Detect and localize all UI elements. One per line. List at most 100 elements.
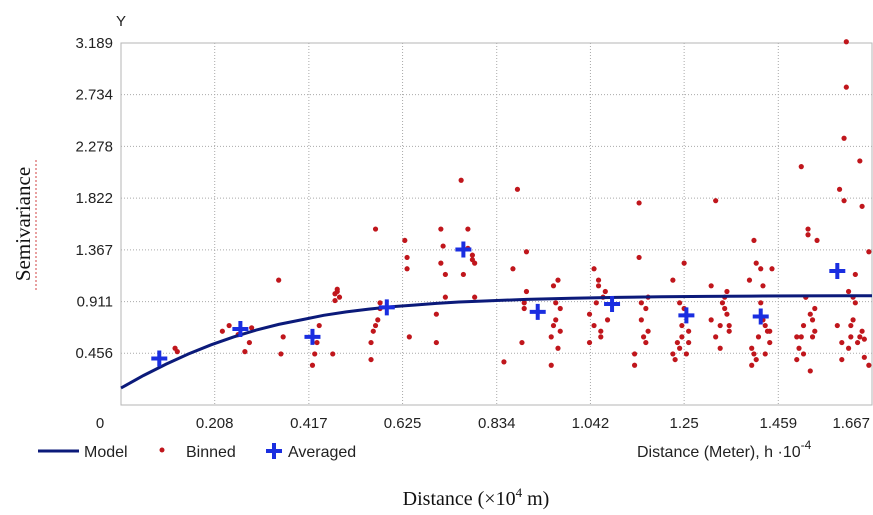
- y-tick-label: 2.734: [75, 87, 113, 104]
- binned-point: [672, 356, 678, 363]
- binned-point: [836, 186, 843, 192]
- binned-point: [602, 288, 608, 295]
- binned-point: [595, 277, 602, 283]
- binned-point: [794, 334, 800, 340]
- binned-point: [713, 334, 719, 340]
- binned-point: [848, 322, 854, 329]
- binned-point: [866, 249, 872, 255]
- binned-point: [841, 198, 847, 204]
- binned-point: [442, 271, 448, 278]
- binned-point: [717, 345, 723, 351]
- legend-label-model: Model: [84, 444, 128, 461]
- binned-point: [523, 249, 530, 255]
- binned-point: [857, 158, 863, 164]
- binned-point: [751, 237, 757, 244]
- x-tick-label: 0.208: [196, 415, 234, 432]
- binned-point: [631, 351, 638, 357]
- binned-point: [686, 339, 692, 346]
- averaged-point: [378, 299, 395, 316]
- x-tick-label: 0.417: [290, 415, 328, 432]
- binned-point: [796, 345, 802, 351]
- binned-point: [677, 300, 683, 306]
- binned-point: [800, 351, 807, 357]
- x-tick-label: 1.459: [760, 415, 798, 432]
- binned-point: [679, 322, 685, 329]
- binned-points: [172, 39, 872, 374]
- binned-point: [679, 334, 685, 340]
- binned-point: [719, 300, 726, 306]
- binned-point: [314, 339, 320, 346]
- averaged-point: [829, 263, 846, 280]
- y-tick-label: 1.822: [75, 190, 113, 207]
- averaged-point: [678, 307, 695, 324]
- binned-point: [334, 286, 340, 292]
- binned-point: [686, 328, 692, 334]
- binned-point: [674, 339, 680, 346]
- binned-point: [557, 305, 563, 312]
- binned-point: [645, 328, 651, 334]
- x-tick-label: 1.667: [832, 415, 870, 432]
- x-tick-labels: 0.208 0.417 0.625 0.834 1.042 1.25 1.459 1.667: [196, 415, 870, 432]
- binned-point: [762, 322, 768, 329]
- binned-point: [708, 283, 714, 289]
- binned-point: [809, 317, 816, 323]
- legend-averaged-cross-icon: [266, 443, 282, 459]
- binned-point: [336, 294, 343, 300]
- binned-point: [375, 317, 381, 323]
- binned-point: [708, 317, 714, 323]
- binned-point: [438, 226, 444, 232]
- binned-point: [278, 351, 284, 357]
- binned-point: [370, 328, 376, 334]
- binned-point: [316, 322, 322, 329]
- binned-point: [854, 339, 861, 346]
- y-tick-label: 3.189: [75, 35, 113, 52]
- binned-point: [249, 325, 255, 331]
- binned-point: [670, 351, 676, 357]
- binned-point: [841, 135, 847, 141]
- binned-point: [807, 311, 813, 317]
- binned-point: [722, 305, 728, 312]
- y-tick-label: 0.911: [77, 294, 113, 311]
- binned-point: [368, 339, 374, 346]
- binned-point: [372, 226, 379, 232]
- binned-point: [330, 351, 336, 357]
- binned-point: [677, 345, 683, 351]
- averaged-points: [151, 241, 846, 367]
- binned-point: [794, 356, 800, 363]
- averaged-point: [151, 350, 168, 367]
- binned-point: [724, 311, 730, 317]
- averaged-point: [752, 308, 769, 325]
- binned-point: [751, 351, 757, 357]
- binned-point: [404, 266, 410, 272]
- binned-point: [604, 317, 611, 323]
- binned-point: [852, 271, 858, 278]
- binned-point: [850, 317, 856, 323]
- binned-point: [586, 311, 593, 317]
- binned-point: [276, 277, 282, 283]
- binned-point: [548, 334, 554, 340]
- binned-point: [246, 339, 252, 346]
- binned-point: [586, 339, 593, 346]
- binned-point: [555, 277, 561, 283]
- binned-point: [753, 356, 759, 363]
- binned-point: [519, 339, 525, 346]
- binned-point: [219, 328, 225, 334]
- binned-point: [798, 164, 804, 170]
- binned-point: [469, 252, 475, 258]
- binned-point: [814, 237, 820, 244]
- binned-point: [472, 294, 478, 300]
- binned-point: [438, 260, 444, 266]
- binned-point: [631, 362, 638, 368]
- binned-point: [440, 243, 446, 249]
- binned-point: [433, 311, 439, 317]
- binned-point: [798, 334, 804, 340]
- binned-point: [758, 300, 764, 306]
- binned-point: [550, 283, 557, 289]
- binned-point: [717, 322, 723, 329]
- averaged-point: [304, 328, 321, 345]
- binned-point: [640, 334, 647, 340]
- y-tick-label: 0.456: [75, 345, 113, 362]
- binned-point: [521, 300, 527, 306]
- binned-point: [809, 334, 816, 340]
- binned-point: [866, 362, 872, 368]
